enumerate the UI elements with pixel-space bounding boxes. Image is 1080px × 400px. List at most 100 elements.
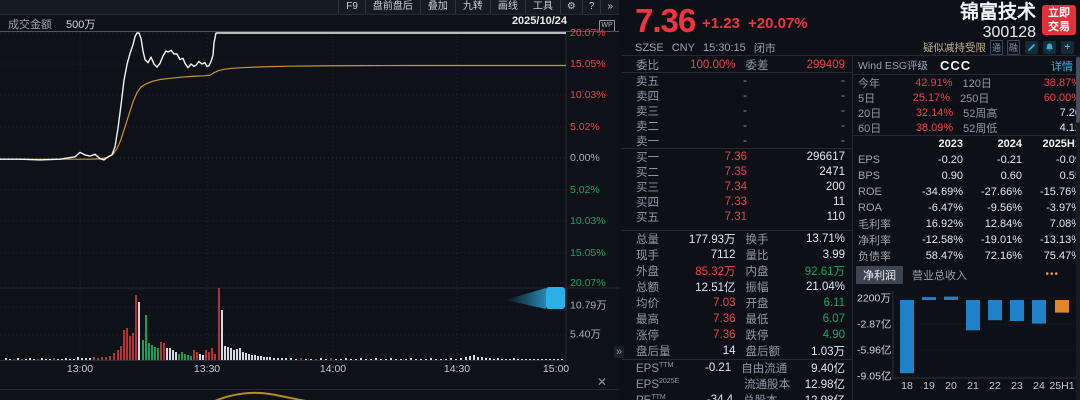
intraday-chart[interactable]: [0, 0, 619, 400]
perf-value: 38.87%: [1043, 76, 1080, 89]
stat-row: 总量 177.93万 换手 13.71%: [622, 231, 852, 247]
fin-label: BPS: [858, 170, 881, 182]
trade-now-button[interactable]: 立即 交易: [1042, 5, 1076, 35]
fin-col-header: 2024: [997, 138, 1022, 150]
row-value: 4.90: [822, 329, 845, 341]
row-label: 换手: [745, 234, 769, 246]
ask-row: 卖五 - -: [622, 73, 852, 88]
stat-row: 总额 12.51亿 振幅 21.04%: [622, 279, 852, 295]
bid-row: 买一 7.36 296617: [622, 149, 852, 164]
close-icon[interactable]: ✕: [597, 375, 608, 389]
row-value: 7.31: [724, 210, 747, 223]
time-tick: 14:00: [319, 363, 347, 375]
row-label: 外盘: [636, 266, 659, 278]
perf-label: 5日: [858, 92, 876, 105]
scrollbar-thumb[interactable]: [1076, 57, 1080, 123]
row-value: 12.51亿: [695, 282, 736, 294]
fin-col-header: 2023: [938, 138, 963, 150]
fin-col-header: 2025H1: [1042, 138, 1080, 150]
fin-value: -3.97%: [1046, 202, 1080, 214]
row-label: 买三: [636, 181, 659, 194]
price-tick: 5.02%: [570, 184, 600, 196]
turnover-label: 成交金额: [8, 19, 52, 31]
tab-营业总收入[interactable]: 营业总收入: [912, 269, 967, 282]
fin-value: 7.08%: [1049, 218, 1080, 230]
intraday-chart-panel: F9 盘前盘后 叠加 九转 画线 工具 ⚙?» 成交金额 500万 2025/10/24 W…: [0, 0, 619, 400]
row-value: 13.71%: [805, 233, 845, 245]
price-tick: 15.05%: [570, 247, 606, 259]
row-label: 盘后量: [636, 346, 671, 358]
add-watchlist-icon[interactable]: +: [1061, 41, 1074, 54]
toolbar-more-icon[interactable]: »: [600, 0, 619, 14]
chart-date: 2025/10/24: [511, 15, 567, 27]
bid-row: 买三 7.34 200: [622, 179, 852, 194]
gear-icon[interactable]: ⚙: [559, 0, 582, 14]
stock-identity: 锦富技术 300128: [960, 3, 1036, 43]
row-label: 卖二: [636, 120, 659, 133]
last-price: 7.36: [635, 2, 696, 39]
row-value: 12.98亿: [804, 379, 846, 391]
net-profit-chart[interactable]: [853, 283, 1080, 400]
quote-time: 15:30:15: [702, 41, 746, 54]
collapse-panel-icon[interactable]: »: [614, 346, 625, 358]
ask-row: 卖二 - -: [622, 118, 852, 133]
row-value: 7.03: [713, 297, 736, 309]
price-tick: 20.07%: [570, 27, 606, 39]
price-tick: 10.03%: [570, 215, 606, 227]
scrollbar-track[interactable]: [1076, 55, 1080, 400]
fin-label: 净利率: [858, 235, 891, 247]
fin-value: -0.21: [996, 154, 1022, 166]
esg-detail-link[interactable]: 详情: [1051, 60, 1073, 73]
help-icon[interactable]: ?: [581, 0, 601, 14]
volume-tick: 10.79万: [570, 299, 607, 312]
perf-row: 5日 25.17% 250日 60.00%: [853, 90, 1080, 105]
perf-label: 60日: [858, 122, 882, 135]
alert-bell-icon[interactable]: [1043, 41, 1056, 54]
price-change: +1.23: [702, 15, 740, 32]
fin-value: -12.58%: [922, 234, 963, 246]
fin-value: -0.09: [1055, 154, 1080, 166]
order-book: 委比 100.00% 委差 299409 卖五 - - 卖四 - - 卖三 - - 卖二 - - 卖一 - - 买一 7…: [622, 57, 852, 224]
row-value: -: [743, 74, 747, 87]
tabs-more-icon[interactable]: •••: [1045, 269, 1059, 280]
perf-row: 20日 32.14% 52周高 7.20: [853, 105, 1080, 120]
volume-tick: 5.40万: [570, 328, 601, 341]
row-value: 7.35: [724, 165, 747, 178]
fin-value: -6.47%: [928, 202, 963, 214]
edit-icon[interactable]: [1025, 41, 1038, 54]
row-value: -0.21: [704, 362, 732, 374]
row-label: EPSTTM: [636, 361, 674, 375]
quote-panel: 7.36 +1.23 +20.07% 锦富技术 300128 立即 交易 SZS…: [622, 0, 1080, 400]
toolbar-item-工具[interactable]: 工具: [524, 0, 560, 14]
fin-value: -27.66%: [981, 186, 1022, 198]
row-label: PETTM: [636, 393, 666, 400]
fin-row: 毛利率 16.92% 12.84% 7.08%: [853, 216, 1080, 232]
row-label: 量比: [745, 250, 769, 262]
stat-row: PETTM -34.4总股本12.98亿: [622, 392, 852, 400]
row-value: 296617: [806, 150, 845, 163]
perf-label: 今年: [858, 77, 880, 90]
toolbar-item-盘前盘后[interactable]: 盘前盘后: [364, 0, 420, 14]
perf-row: 60日 38.09% 52周低 4.12: [853, 120, 1080, 135]
row-label: 委比: [636, 59, 659, 72]
toolbar-item-九转[interactable]: 九转: [454, 0, 490, 14]
ask-row: 卖一 - -: [622, 133, 852, 149]
bid-row: 买二 7.35 2471: [622, 164, 852, 179]
replay-comet-icon[interactable]: [505, 287, 565, 309]
price-tick: 15.05%: [570, 58, 606, 70]
currency-label: CNY: [671, 41, 695, 54]
row-label: 买四: [636, 196, 659, 209]
tab-净利润[interactable]: 净利润: [856, 265, 903, 284]
row-value: -: [841, 119, 845, 132]
row-label: 最高: [636, 314, 659, 326]
toolbar-item-F9[interactable]: F9: [338, 0, 365, 14]
fin-label: ROE: [858, 186, 882, 198]
row-value: 2471: [819, 165, 845, 178]
esg-label: Wind ESG评级: [858, 60, 929, 72]
row-label: 买五: [636, 211, 659, 224]
toolbar-item-叠加[interactable]: 叠加: [419, 0, 455, 14]
row-value: 3.99: [822, 249, 845, 261]
toolbar-item-画线[interactable]: 画线: [489, 0, 525, 14]
row-label: 总量: [636, 234, 659, 246]
info-column: Wind ESG评级 CCC 详情 今年 42.91% 120日 38.87% 5日 25…: [853, 57, 1080, 284]
